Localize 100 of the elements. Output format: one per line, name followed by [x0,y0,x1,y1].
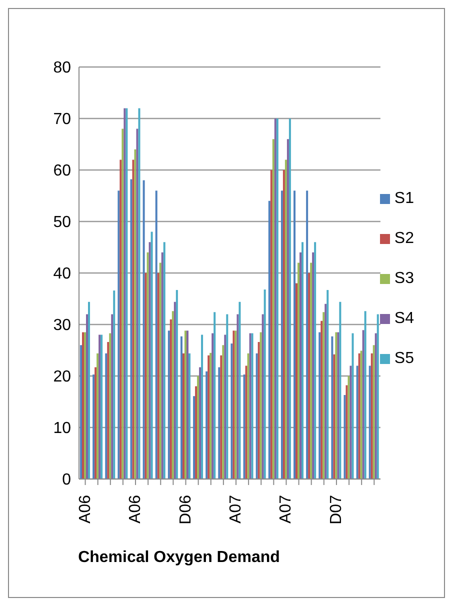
bar [113,290,116,479]
legend-label: S2 [394,230,414,247]
bar [306,190,308,479]
bar [372,345,375,479]
bar [350,366,352,479]
bar [220,355,222,479]
bar [182,353,184,479]
bar [320,320,323,479]
bar [294,190,296,479]
x-axis-title: Chemical Oxygen Demand [77,549,281,567]
legend-label: S3 [394,270,414,287]
x-tick-label: D07 [328,494,345,524]
bar [188,353,190,479]
bar [280,190,283,479]
bar [120,160,122,479]
bar [300,252,302,479]
bar [201,334,204,479]
bar [142,180,145,479]
bar [258,342,260,479]
bar [176,290,178,479]
legend-label: S4 [394,310,414,327]
bar [197,376,200,479]
bar [193,396,196,479]
y-tick-label: 20 [53,368,72,386]
bar [84,332,86,479]
bar [296,283,298,479]
bar [146,252,149,479]
legend-label: S1 [394,190,414,207]
bar [331,336,334,479]
y-tick-label: 60 [53,162,72,180]
bar [107,342,110,479]
bar [346,385,348,479]
bar [262,314,264,479]
bar [206,371,208,479]
bar [322,312,325,479]
bar [180,336,182,479]
bar [374,333,377,479]
bar [288,118,291,479]
bar [80,345,82,479]
bar [174,302,176,479]
bar [109,333,112,479]
bar [368,366,371,479]
bar [144,273,147,479]
bar [282,170,285,479]
bar [352,333,354,479]
bar [161,252,164,479]
bar [344,395,346,479]
bar [312,252,314,479]
bar [238,302,241,479]
x-tick-label: D06 [177,494,194,524]
legend-label: S5 [394,350,414,367]
bar [214,312,216,479]
bar [134,149,136,479]
bar [172,311,174,479]
bar [298,262,300,479]
bar [333,354,336,479]
bar [362,330,364,479]
bar [286,139,289,479]
bar [272,139,274,479]
bar [236,314,239,479]
bar [210,352,212,479]
bar [245,366,248,479]
bar [218,367,220,479]
bar [105,353,108,479]
bar [260,332,262,479]
bar [208,355,210,479]
bar [310,262,312,479]
x-tick-label: A06 [127,494,144,524]
bar [264,289,266,479]
y-tick-label: 70 [53,111,72,128]
x-tick-label: A06 [76,494,94,524]
x-tick-label: A07 [227,494,244,524]
bar [122,128,124,479]
bar [94,367,97,479]
y-tick-label: 50 [53,214,72,232]
bar [157,273,160,479]
bar [159,262,162,479]
bar [150,232,153,479]
bar [199,367,202,479]
y-tick-label: 40 [53,266,72,283]
bar [118,190,120,479]
x-tick-label: A07 [278,494,295,524]
y-tick-label: 30 [53,317,72,334]
bar [130,179,132,479]
bar [86,314,88,479]
bar [270,170,272,479]
bar [324,304,327,479]
bar [302,242,304,479]
bar [348,376,350,479]
bar [222,345,224,479]
bar [212,333,214,479]
bar [224,334,226,479]
bar [168,330,170,479]
bar [370,353,373,479]
bar [138,108,140,479]
bar [339,302,342,479]
bar [326,290,329,479]
bar [360,350,362,479]
bar [163,242,166,479]
bar [318,332,321,479]
